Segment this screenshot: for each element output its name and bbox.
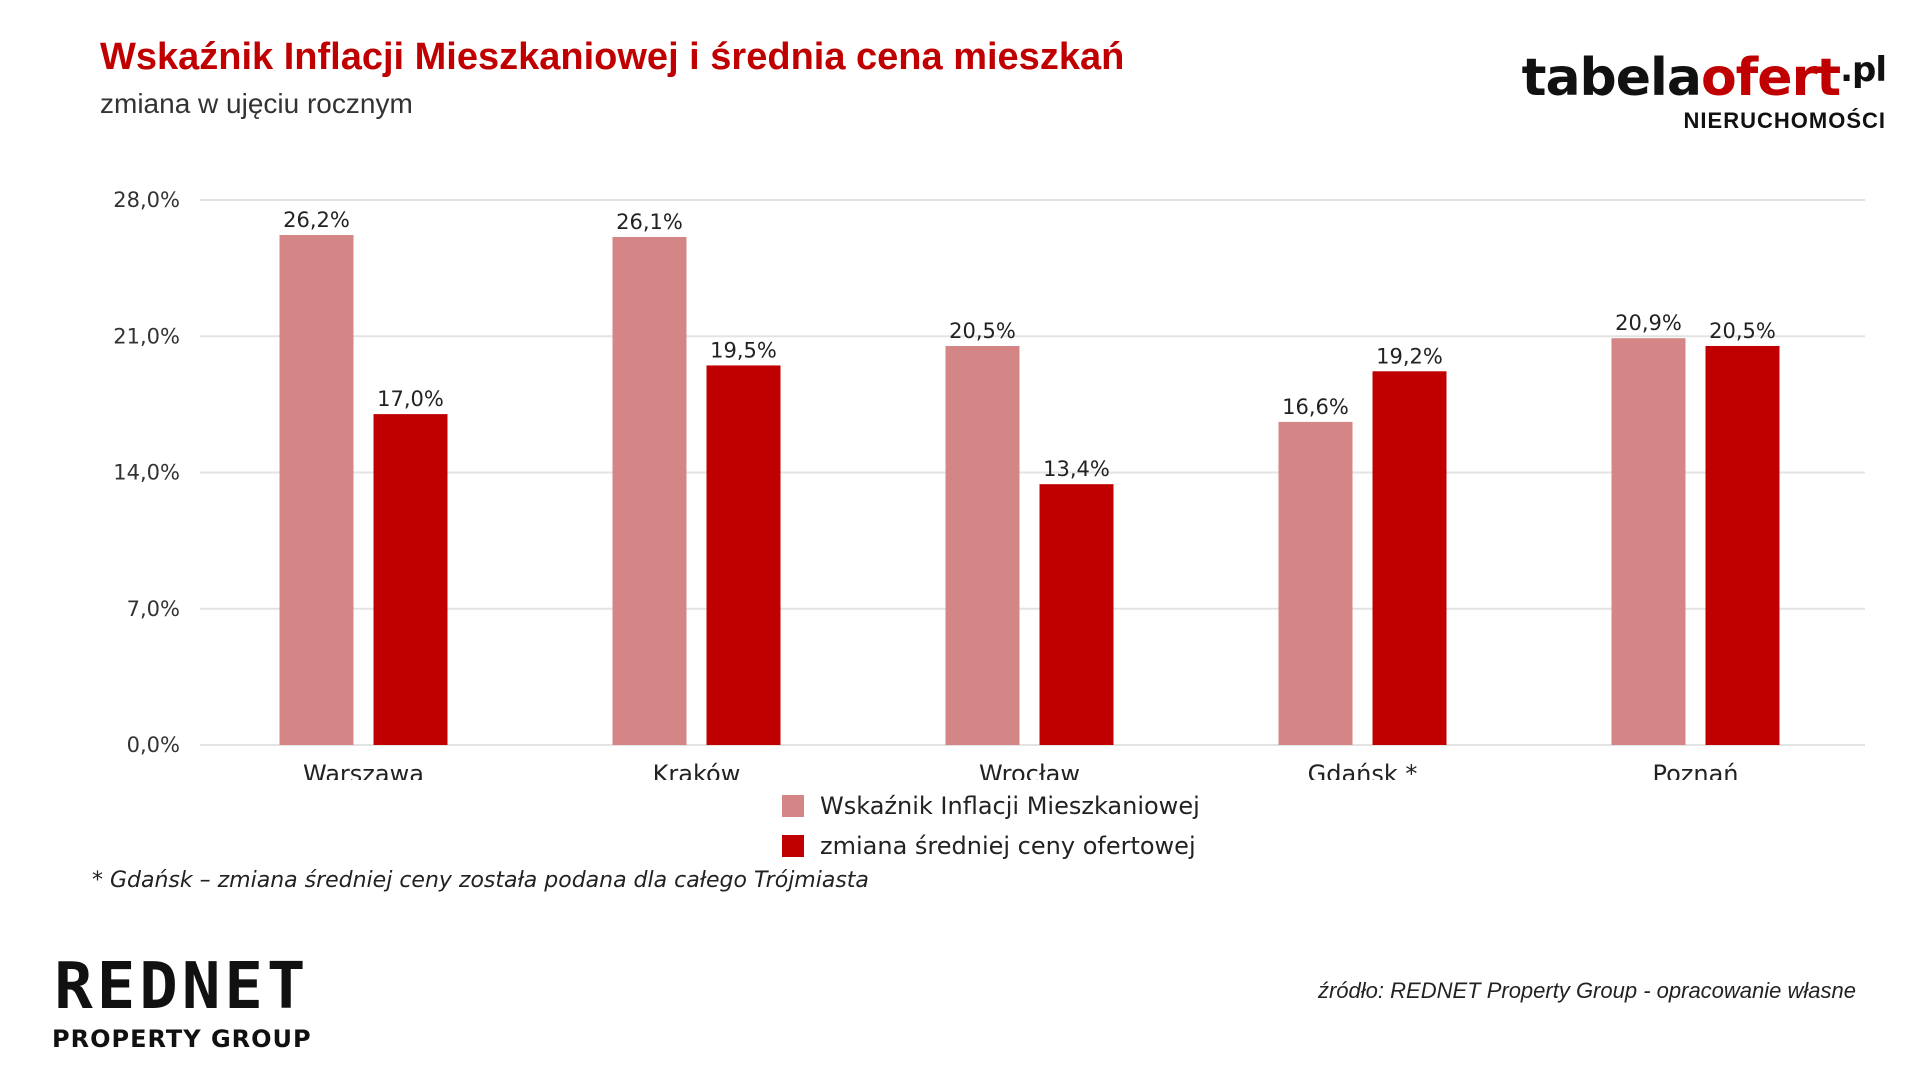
y-tick-label: 28,0% — [113, 188, 180, 212]
legend-item-price-change: zmiana średniej ceny ofertowej — [782, 830, 1200, 862]
chart-title: Wskaźnik Inflacji Mieszkaniowej i średni… — [100, 36, 1125, 78]
data-label: 26,1% — [616, 210, 683, 234]
y-tick-label: 0,0% — [127, 733, 180, 757]
x-tick-label: Warszawa — [303, 760, 424, 780]
bars-layer — [279, 235, 1780, 746]
footnote: * Gdańsk – zmiana średniej ceny została … — [92, 868, 869, 893]
x-axis-ticks: Warszawa Kraków Wrocław Gdańsk * Poznań — [303, 760, 1738, 780]
bar-price-change — [1705, 345, 1780, 745]
bar-chart: 0,0% 7,0% 14,0% 21,0% 28,0% 26,2% 17,0% 26,1% 1… — [113, 188, 1865, 780]
bar-inflation-index — [1611, 338, 1686, 745]
y-axis-ticks: 0,0% 7,0% 14,0% 21,0% 28,0% — [113, 188, 180, 757]
y-tick-label: 14,0% — [113, 461, 180, 485]
data-label: 20,9% — [1615, 311, 1682, 335]
brand-name-part1: tabela — [1521, 48, 1702, 108]
y-tick-label: 7,0% — [127, 597, 180, 621]
bar-inflation-index — [1278, 421, 1353, 745]
legend-swatch-price-change — [782, 835, 804, 857]
x-tick-label: Kraków — [653, 760, 741, 780]
data-label: 19,5% — [710, 338, 777, 362]
x-tick-label: Gdańsk * — [1308, 760, 1418, 780]
legend-label-price-change: zmiana średniej ceny ofertowej — [820, 832, 1196, 860]
data-label: 20,5% — [1709, 319, 1776, 343]
x-tick-label: Wrocław — [979, 760, 1080, 780]
data-label: 20,5% — [949, 319, 1016, 343]
brand-tagline: NIERUCHOMOŚCI — [1683, 108, 1886, 133]
bar-inflation-index — [612, 236, 687, 745]
bar-inflation-index — [945, 345, 1020, 745]
rednet-logo: REDNET PROPERTY GROUP — [52, 955, 312, 1053]
data-label: 13,4% — [1043, 457, 1110, 481]
rednet-wordmark: REDNET — [54, 950, 310, 1024]
brand-name-part2: ofert — [1700, 48, 1841, 108]
bar-price-change — [706, 365, 781, 745]
tabelaofert-logo: tabelaofert.pl NIERUCHOMOŚCI — [1522, 50, 1887, 134]
rednet-tagline: PROPERTY GROUP — [52, 1025, 312, 1053]
bar-price-change — [373, 414, 448, 745]
bar-inflation-index — [279, 235, 354, 746]
legend-swatch-inflation-index — [782, 795, 804, 817]
grid-layer — [200, 199, 1865, 746]
data-label: 16,6% — [1282, 395, 1349, 419]
data-label: 26,2% — [283, 208, 350, 232]
data-label: 17,0% — [377, 387, 444, 411]
brand-wordmark: tabelaofert.pl — [1522, 50, 1887, 104]
legend-label-inflation-index: Wskaźnik Inflacji Mieszkaniowej — [820, 792, 1200, 820]
brand-name-part3: .pl — [1840, 50, 1887, 90]
legend-item-inflation-index: Wskaźnik Inflacji Mieszkaniowej — [782, 790, 1200, 822]
chart-subtitle: zmiana w ujęciu rocznym — [100, 88, 413, 119]
chart-legend: Wskaźnik Inflacji Mieszkaniowej zmiana ś… — [782, 790, 1200, 870]
value-labels-layer: 26,2% 17,0% 26,1% 19,5% 20,5% 13,4% 16,6% 19,2%… — [283, 208, 1776, 481]
bar-price-change — [1039, 484, 1114, 745]
data-label: 19,2% — [1376, 344, 1443, 368]
source-note: źródło: REDNET Property Group - opracowa… — [1317, 978, 1856, 1003]
bar-price-change — [1372, 371, 1447, 745]
x-tick-label: Poznań — [1652, 760, 1738, 780]
y-tick-label: 21,0% — [113, 324, 180, 348]
